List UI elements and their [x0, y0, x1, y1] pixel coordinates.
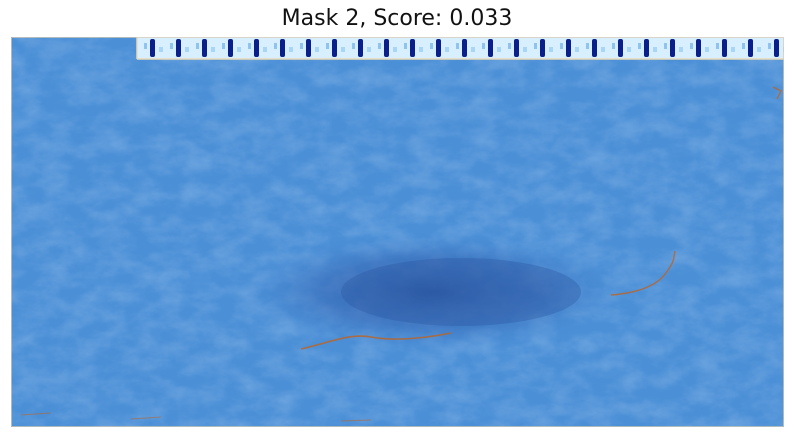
masked-photo-graphic [11, 37, 784, 427]
shadow-core [341, 258, 581, 326]
rust-line-right [610, 250, 676, 296]
shadow-region [231, 230, 631, 354]
rust-line-left [300, 332, 452, 350]
mask-border [11, 37, 784, 427]
unmasked-strip [137, 37, 784, 59]
masked-image [11, 37, 784, 427]
figure-title: Mask 2, Score: 0.033 [281, 6, 513, 31]
rust-bottom [20, 412, 372, 422]
rust-edge-right [772, 86, 782, 100]
